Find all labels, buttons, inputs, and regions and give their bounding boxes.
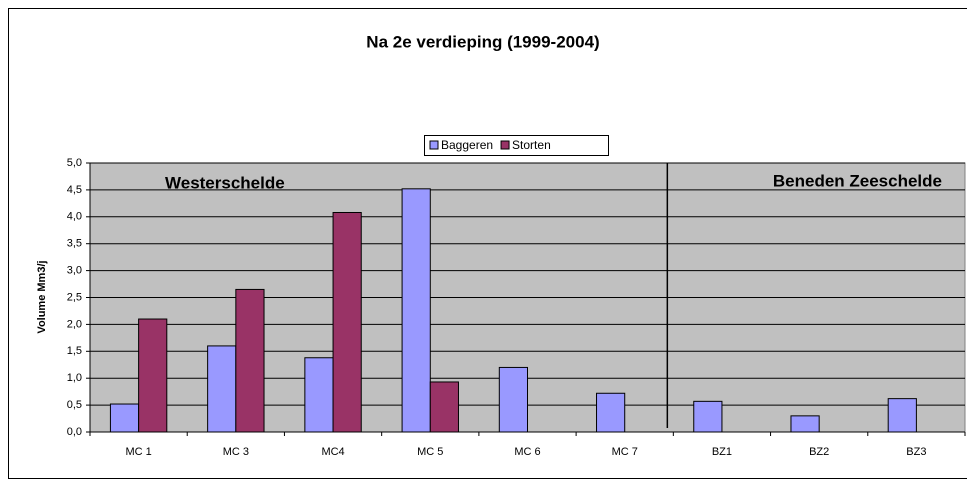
legend-box xyxy=(424,135,609,156)
legend-label: Storten xyxy=(512,138,551,152)
y-tick-label: 1,0 xyxy=(67,372,82,384)
bar xyxy=(138,318,168,433)
y-tick-label: 4,0 xyxy=(67,211,82,223)
bar xyxy=(790,415,820,433)
annotation: Beneden Zeeschelde xyxy=(773,171,942,190)
bar xyxy=(109,403,140,433)
x-tick-label: BZ3 xyxy=(906,446,926,458)
x-tick-label: MC 1 xyxy=(125,446,151,458)
y-tick-label: 5,0 xyxy=(67,157,82,169)
annotation: Westerschelde xyxy=(165,173,285,192)
x-tick-label: MC 5 xyxy=(417,446,443,458)
chart-title: Na 2e verdieping (1999-2004) xyxy=(366,32,599,51)
legend-swatch xyxy=(429,140,439,150)
bar xyxy=(304,357,334,433)
y-tick-label: 0,5 xyxy=(67,399,82,411)
legend-swatch xyxy=(500,140,510,150)
y-tick-label: 3,0 xyxy=(67,265,82,277)
x-tick-label: MC 3 xyxy=(223,446,249,458)
y-tick-label: 3,5 xyxy=(67,238,82,250)
bar xyxy=(332,211,362,433)
y-tick-label: 1,5 xyxy=(67,345,82,357)
y-tick-label: 4,5 xyxy=(67,184,82,196)
x-tick-label: BZ1 xyxy=(712,446,732,458)
bar xyxy=(693,400,723,433)
legend-label: Baggeren xyxy=(441,138,493,152)
y-axis-label: Volume Mm3/j xyxy=(36,260,48,333)
bar xyxy=(429,381,459,433)
bar xyxy=(207,345,237,433)
x-tick-label: BZ2 xyxy=(809,446,829,458)
y-tick-label: 2,5 xyxy=(67,291,82,303)
bar xyxy=(498,366,528,433)
x-tick-label: MC 7 xyxy=(612,446,638,458)
x-tick-label: MC 6 xyxy=(514,446,540,458)
bar xyxy=(401,188,431,433)
bar xyxy=(596,392,626,433)
bar xyxy=(235,288,265,433)
y-tick-label: 2,0 xyxy=(67,318,82,330)
x-tick-label: MC4 xyxy=(321,446,344,458)
bar xyxy=(887,398,917,433)
y-tick-label: 0,0 xyxy=(67,426,82,438)
